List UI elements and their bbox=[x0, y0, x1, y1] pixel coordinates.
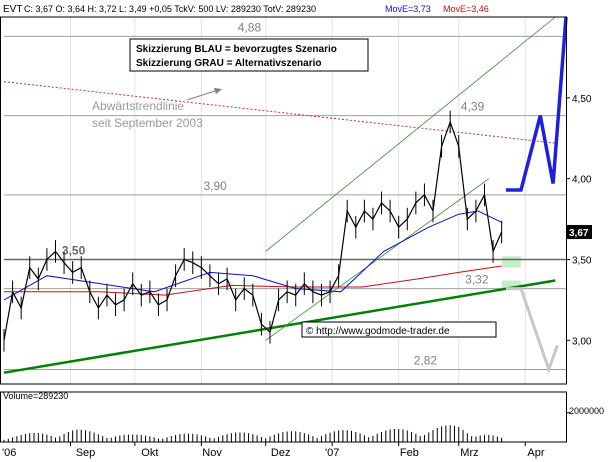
trend-note-arrow bbox=[186, 89, 219, 101]
x-tick-label: Sep bbox=[76, 447, 96, 459]
x-tick-label: '07 bbox=[325, 447, 339, 459]
x-tick-label: Mrz bbox=[460, 447, 478, 459]
volume-panel-frame bbox=[0, 391, 567, 443]
volume-label: Volume=289230 bbox=[3, 391, 68, 401]
y-tick-label: 3,50 bbox=[572, 256, 592, 267]
price-levels: 4,88 4,39 3,90 3,50 3,32 2,82 bbox=[4, 20, 566, 370]
current-price-box bbox=[567, 225, 592, 240]
support-zone-upper bbox=[501, 256, 521, 268]
trendline-channel-lower bbox=[265, 178, 490, 341]
x-tick-label: Apr bbox=[527, 447, 544, 459]
copyright: © http://www.godmode-trader.de bbox=[306, 326, 450, 337]
header-ma-blue: MovE=3,73 bbox=[385, 4, 431, 14]
x-tick-label: '06 bbox=[2, 447, 16, 459]
price-line bbox=[3, 120, 503, 341]
y-tick-label: 3,00 bbox=[572, 336, 592, 347]
x-tick-label: Dez bbox=[271, 447, 291, 459]
x-tick-label: Okt bbox=[141, 447, 158, 459]
scenario-gray-line bbox=[505, 287, 559, 374]
current-price-label: 3,67 bbox=[569, 228, 589, 239]
trendlines bbox=[3, 16, 556, 374]
volume-tick: 2000000 bbox=[569, 406, 604, 416]
trendline-uptrend bbox=[3, 279, 556, 374]
header-symbol: EVT bbox=[3, 4, 22, 15]
header-ma-red: MovE=3,46 bbox=[443, 4, 489, 14]
header-stats: C: 3,67 O: 3,64 H: 3,72 L: 3,49 +0,05 Tc… bbox=[24, 4, 316, 14]
scenario-blue-line bbox=[505, 16, 568, 192]
legend-box bbox=[129, 38, 369, 72]
legend-gray: Skizzierung GRAU = Alternativszenario bbox=[136, 58, 322, 69]
level-label: 4,88 bbox=[238, 20, 262, 34]
legend-blue: Skizzierung BLAU = bevorzugtes Szenario bbox=[136, 44, 337, 55]
trend-note-arrowhead bbox=[214, 88, 222, 94]
level-label: 3,90 bbox=[203, 179, 227, 193]
y-tick-label: 4,50 bbox=[572, 94, 592, 105]
level-label: 3,50 bbox=[62, 244, 86, 258]
trend-note-2: seit September 2003 bbox=[92, 116, 203, 130]
axes: 3,00 3,50 4,00 4,50 3,67 '06 Sep Okt Nov Dez '07 Fe… bbox=[2, 94, 592, 459]
support-zone-lower bbox=[501, 280, 521, 291]
x-tick-label: Nov bbox=[202, 447, 222, 459]
trendline-abw-rtstrendlinie bbox=[3, 81, 556, 144]
level-label: 2,82 bbox=[414, 353, 438, 367]
level-label: 4,39 bbox=[461, 100, 485, 114]
support-zones bbox=[501, 256, 521, 291]
copyright-box bbox=[301, 321, 497, 338]
y-tick-label: 4,00 bbox=[572, 175, 592, 186]
panel-frames bbox=[0, 16, 567, 443]
scenario-sketches bbox=[505, 16, 568, 374]
x-tick-label: Feb bbox=[400, 447, 419, 459]
grid bbox=[69, 17, 526, 384]
price-panel-frame bbox=[0, 16, 567, 385]
trend-note-1: Abwärtstrendlinie bbox=[92, 99, 184, 113]
volume-panel bbox=[3, 412, 570, 442]
level-label: 3,32 bbox=[465, 273, 489, 287]
price-series bbox=[3, 110, 503, 352]
trendline-channel-upper bbox=[265, 16, 556, 252]
